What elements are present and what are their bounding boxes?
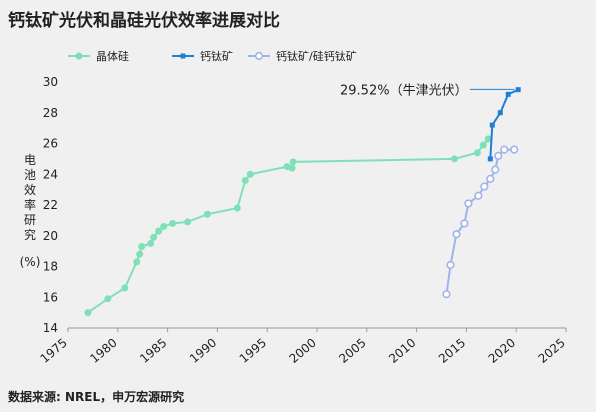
x-tick-label: 2025 xyxy=(536,336,568,366)
annotation-label: 29.52%（牛津光伏） xyxy=(340,83,468,98)
y-axis-label: 电池效率研究 (%) xyxy=(20,153,41,269)
x-tick-label: 2005 xyxy=(336,336,368,366)
data-point xyxy=(479,141,487,149)
x-tick-label: 1980 xyxy=(87,336,119,366)
data-point xyxy=(138,243,146,251)
data-point xyxy=(289,158,297,166)
y-axis-label-part: (%) xyxy=(20,255,41,269)
legend-item-silicon: 晶体硅 xyxy=(68,49,129,63)
data-point xyxy=(489,122,495,128)
x-tick-label: 2020 xyxy=(486,336,518,366)
x-tick-label: 1990 xyxy=(187,336,219,366)
data-point xyxy=(497,110,503,116)
legend-item-tandem: 钙钛矿/硅钙钛矿 xyxy=(248,49,357,63)
legend-marker xyxy=(254,51,264,61)
data-point xyxy=(491,165,500,174)
data-point xyxy=(169,219,177,227)
series-line-tandem xyxy=(445,148,515,295)
legend-label: 钙钛矿 xyxy=(200,49,233,63)
legend-marker xyxy=(75,52,83,60)
data-point xyxy=(233,204,241,212)
data-point xyxy=(104,295,112,303)
x-tick-label: 1995 xyxy=(237,336,269,366)
data-point xyxy=(486,174,495,183)
y-tick-label: 30 xyxy=(43,75,58,89)
x-tick-label: 2010 xyxy=(386,336,418,366)
y-axis-label-part: 究 xyxy=(24,227,36,242)
annotations: 29.52%（牛津光伏） xyxy=(340,83,515,98)
data-point xyxy=(84,309,92,317)
data-point xyxy=(288,164,296,172)
x-tick-label: 2000 xyxy=(287,336,319,366)
chart-title: 钙钛矿光伏和晶硅光伏效率进展对比 xyxy=(8,11,280,31)
x-tick-label: 2015 xyxy=(436,336,468,366)
data-point xyxy=(133,258,141,266)
axes: 14 16 18 20 22 24 26 28 30 1975 1980 1985 1990 1995 20… xyxy=(38,75,568,366)
data-point xyxy=(494,151,503,160)
data-point xyxy=(450,155,458,163)
y-axis-label-part: 效 xyxy=(24,182,36,197)
y-tick-label: 28 xyxy=(43,106,58,120)
data-point xyxy=(160,223,168,231)
y-tick-label: 14 xyxy=(43,321,58,335)
data-point xyxy=(136,250,144,258)
legend: 晶体硅 钙钛矿 钙钛矿/硅钙钛矿 xyxy=(68,49,357,63)
data-point xyxy=(515,87,521,93)
y-tick-label: 24 xyxy=(43,167,58,181)
data-point xyxy=(460,219,469,228)
data-point xyxy=(484,135,492,143)
data-point xyxy=(121,284,129,292)
series-layer xyxy=(84,87,521,317)
data-point xyxy=(473,149,481,157)
series-silicon xyxy=(84,135,492,317)
x-tick-label: 1985 xyxy=(137,336,169,366)
y-axis-label-part: 电 xyxy=(24,153,36,167)
legend-item-perovskite: 钙钛矿 xyxy=(172,49,233,63)
data-point xyxy=(147,239,155,247)
y-tick-label: 16 xyxy=(43,290,58,304)
series-tandem xyxy=(442,145,519,299)
y-tick-label: 18 xyxy=(43,260,58,274)
data-point xyxy=(442,290,451,299)
data-point xyxy=(241,176,249,184)
data-point xyxy=(510,145,519,154)
y-axis-label-part: 池 xyxy=(24,168,36,182)
y-axis-label-part: 率 xyxy=(24,197,36,212)
x-tick-label: 1975 xyxy=(38,336,70,366)
data-point xyxy=(500,145,509,154)
data-point xyxy=(474,191,483,200)
data-point xyxy=(155,227,163,235)
data-point xyxy=(487,156,493,162)
data-point xyxy=(184,218,192,226)
y-tick-label: 22 xyxy=(43,198,58,212)
y-tick-label: 20 xyxy=(43,229,58,243)
data-point xyxy=(246,170,254,178)
legend-label: 晶体硅 xyxy=(96,49,129,63)
data-point xyxy=(505,91,511,97)
series-perovskite xyxy=(487,87,521,162)
data-point xyxy=(480,182,489,191)
data-point xyxy=(464,199,473,208)
y-tick-label: 26 xyxy=(43,137,58,151)
data-point xyxy=(203,210,211,218)
y-axis-label-part: 研 xyxy=(24,213,36,227)
source-note: 数据来源: NREL，申万宏源研究 xyxy=(8,390,185,404)
data-point xyxy=(452,230,461,239)
legend-label: 钙钛矿/硅钙钛矿 xyxy=(276,49,357,63)
data-point xyxy=(150,233,158,241)
data-point xyxy=(446,260,455,270)
legend-marker xyxy=(180,53,186,59)
